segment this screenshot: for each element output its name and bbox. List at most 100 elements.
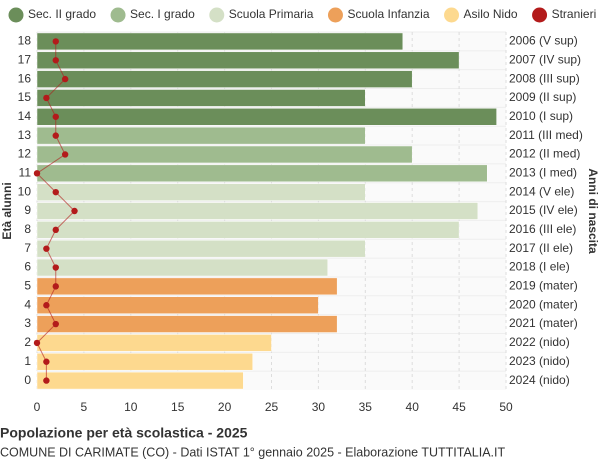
legend-marker bbox=[444, 7, 460, 23]
bar bbox=[36, 371, 244, 390]
bar bbox=[36, 70, 413, 88]
bar bbox=[36, 126, 366, 145]
point bbox=[52, 226, 59, 234]
x-tick-label: 5 bbox=[81, 400, 88, 414]
legend-marker bbox=[209, 7, 225, 23]
legend-label: Sec. II grado bbox=[28, 7, 96, 21]
y2-tick-label: 2023 (nido) bbox=[509, 354, 570, 368]
legend-label: Scuola Infanzia bbox=[347, 7, 429, 21]
x-tick-label: 25 bbox=[265, 400, 279, 414]
y2-tick-label: 2021 (mater) bbox=[509, 316, 578, 330]
point bbox=[52, 132, 59, 139]
bar bbox=[36, 164, 488, 183]
y-tick-label: 3 bbox=[24, 316, 31, 330]
bar bbox=[36, 89, 366, 107]
point bbox=[43, 377, 50, 384]
y-tick-label: 13 bbox=[18, 128, 32, 142]
x-tick-label: 15 bbox=[171, 400, 185, 414]
x-tick-label: 20 bbox=[218, 400, 232, 414]
legend-label: Stranieri bbox=[552, 7, 597, 21]
y2-tick-label: 2018 (I ele) bbox=[509, 260, 570, 274]
point bbox=[71, 207, 78, 215]
x-tick-label: 40 bbox=[406, 400, 420, 414]
y2-tick-label: 2024 (nido) bbox=[509, 373, 570, 387]
chart-title: Popolazione per età scolastica - 2025 bbox=[0, 425, 248, 441]
legend-label: Asilo Nido bbox=[464, 7, 518, 21]
legend-marker bbox=[8, 7, 24, 23]
point bbox=[52, 283, 59, 290]
bar bbox=[36, 334, 272, 352]
bar bbox=[36, 202, 479, 220]
bar bbox=[36, 315, 338, 333]
point bbox=[52, 188, 59, 196]
y2-tick-label: 2011 (III med) bbox=[509, 128, 583, 142]
y-tick-label: 0 bbox=[24, 373, 31, 387]
y2-tick-label: 2014 (V ele) bbox=[509, 184, 574, 198]
legend-marker bbox=[110, 7, 126, 23]
y2-tick-label: 2010 (I sup) bbox=[509, 109, 573, 123]
bar bbox=[36, 277, 338, 296]
point bbox=[52, 57, 59, 64]
y-tick-label: 2 bbox=[24, 335, 31, 349]
y2-tick-label: 2006 (V sup) bbox=[509, 34, 578, 48]
y2-tick-label: 2008 (III sup) bbox=[509, 71, 580, 85]
y-axis-label: Età alunni bbox=[0, 182, 14, 239]
y-tick-label: 8 bbox=[24, 222, 31, 236]
point bbox=[33, 339, 41, 347]
y-tick-label: 17 bbox=[18, 52, 32, 66]
bar bbox=[36, 51, 460, 69]
y-tick-label: 4 bbox=[24, 297, 31, 311]
x-tick-label: 30 bbox=[312, 400, 326, 414]
y-tick-label: 5 bbox=[24, 279, 31, 293]
y2-tick-label: 2016 (III ele) bbox=[509, 222, 576, 236]
y2-tick-label: 2022 (nido) bbox=[509, 335, 570, 349]
y-tick-label: 1 bbox=[24, 354, 31, 368]
point bbox=[33, 170, 41, 177]
point bbox=[61, 75, 69, 83]
point bbox=[43, 358, 50, 365]
y2-tick-label: 2013 (I med) bbox=[509, 165, 577, 179]
y-tick-label: 10 bbox=[18, 184, 32, 198]
y2-tick-label: 2019 (mater) bbox=[509, 279, 578, 293]
point bbox=[43, 94, 50, 102]
x-tick-label: 45 bbox=[452, 400, 466, 414]
y-tick-label: 18 bbox=[18, 34, 32, 48]
y2-tick-label: 2015 (IV ele) bbox=[509, 203, 578, 217]
bar bbox=[36, 353, 253, 371]
y-tick-label: 12 bbox=[18, 147, 32, 161]
x-tick-label: 50 bbox=[499, 400, 513, 414]
y-tick-label: 9 bbox=[24, 203, 31, 217]
y2-tick-label: 2020 (mater) bbox=[509, 297, 578, 311]
point bbox=[43, 302, 50, 309]
y-tick-label: 15 bbox=[18, 90, 32, 104]
point bbox=[61, 151, 69, 158]
bar bbox=[36, 221, 460, 239]
legend-marker bbox=[532, 7, 548, 23]
legend-label: Scuola Primaria bbox=[229, 7, 314, 21]
legend-label: Sec. I grado bbox=[130, 7, 195, 21]
point bbox=[52, 320, 59, 328]
bar bbox=[36, 239, 366, 258]
y2-tick-label: 2009 (II sup) bbox=[509, 90, 576, 104]
y-tick-label: 16 bbox=[18, 71, 32, 85]
x-tick-label: 35 bbox=[359, 400, 373, 414]
y2-tick-label: 2017 (II ele) bbox=[509, 241, 573, 255]
x-tick-label: 0 bbox=[34, 400, 41, 414]
bar bbox=[36, 145, 413, 164]
point bbox=[52, 264, 59, 271]
y-tick-label: 7 bbox=[24, 241, 31, 255]
point bbox=[52, 113, 59, 120]
legend-marker bbox=[327, 7, 343, 23]
bar bbox=[36, 32, 404, 51]
y2-axis-label: Anni di nascita bbox=[586, 168, 600, 254]
point bbox=[52, 38, 59, 45]
y2-tick-label: 2012 (II med) bbox=[509, 147, 580, 161]
chart-subtitle: COMUNE DI CARIMATE (CO) - Dati ISTAT 1° … bbox=[0, 445, 506, 459]
y2-tick-label: 2007 (IV sup) bbox=[509, 52, 581, 66]
y-tick-label: 11 bbox=[19, 165, 32, 179]
point bbox=[43, 245, 50, 252]
y-tick-label: 14 bbox=[18, 109, 32, 123]
y-tick-label: 6 bbox=[24, 260, 31, 274]
